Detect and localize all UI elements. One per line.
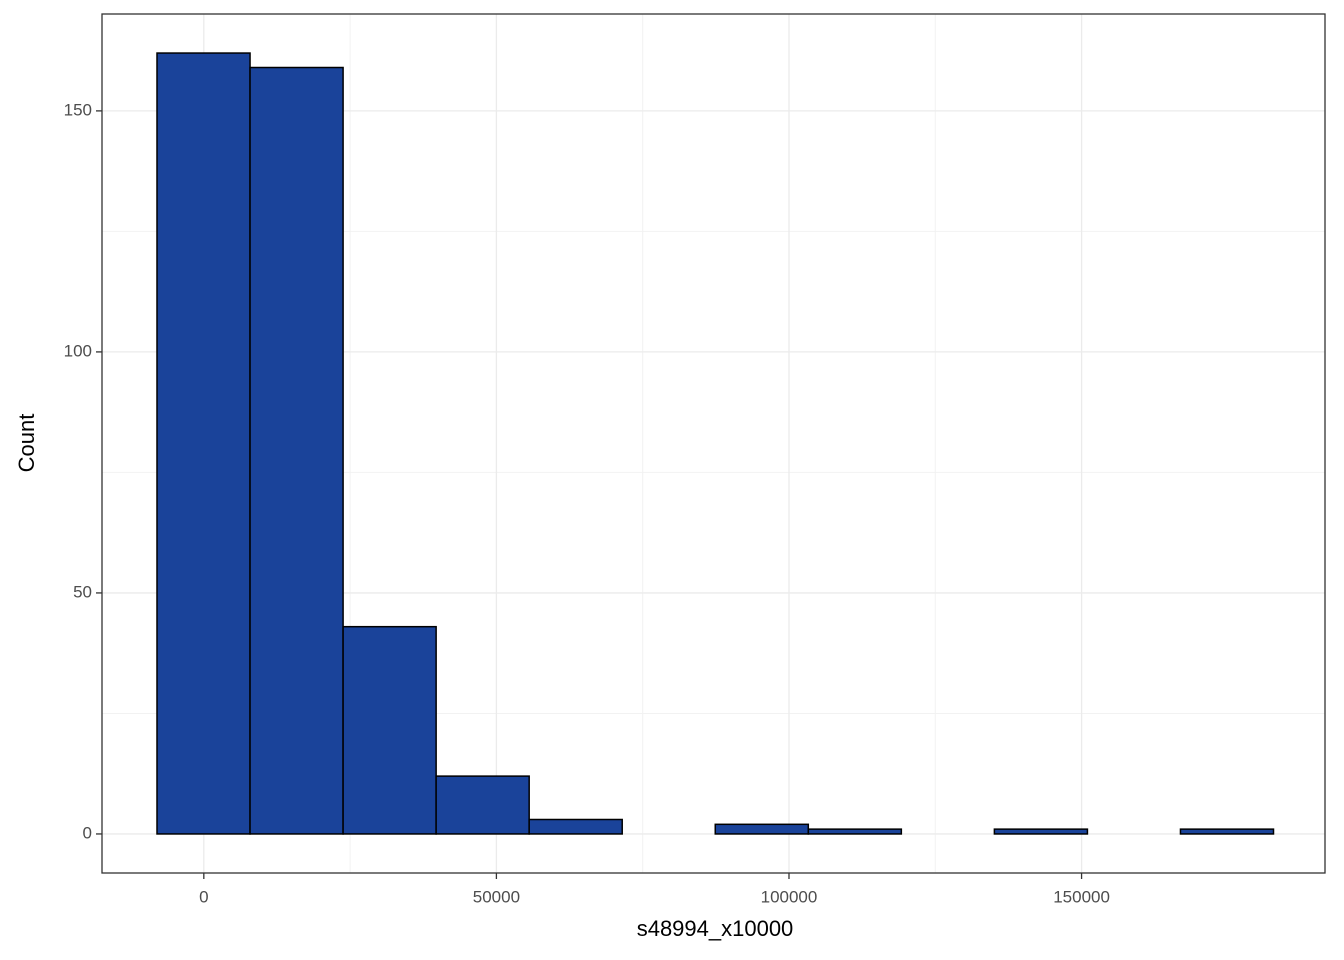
y-tick-label: 50	[73, 582, 92, 601]
bar	[993, 828, 1089, 835]
bar	[435, 775, 530, 835]
x-tick-label: 50000	[473, 887, 520, 906]
bar	[156, 52, 251, 835]
bar	[714, 823, 810, 835]
bar	[1179, 828, 1275, 835]
x-tick-label: 0	[199, 887, 208, 906]
panel-border	[101, 13, 1326, 874]
x-axis-title: s48994_x10000	[637, 916, 794, 941]
bar	[249, 66, 344, 835]
y-tick-label: 0	[83, 823, 92, 842]
bar	[342, 625, 437, 835]
x-tick-label: 100000	[761, 887, 818, 906]
bar	[807, 828, 903, 835]
x-tick-label: 150000	[1053, 887, 1110, 906]
bar	[528, 818, 623, 835]
y-axis-title: Count	[14, 414, 39, 473]
y-tick-label: 150	[64, 100, 92, 119]
y-tick-label: 100	[64, 341, 92, 360]
